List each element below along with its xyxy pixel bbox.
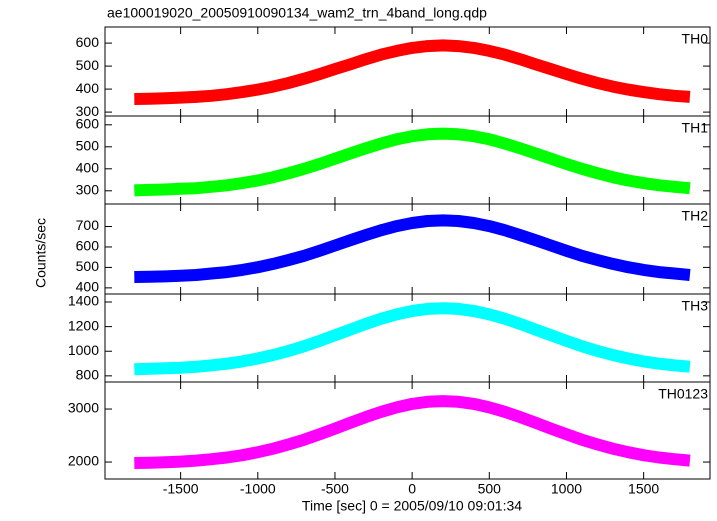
chart-title: ae100019020_20050910090134_wam2_trn_4ban… xyxy=(107,5,487,21)
y-tick-label: 600 xyxy=(76,34,100,50)
y-tick-label: 300 xyxy=(76,103,100,119)
y-tick-label: 3000 xyxy=(68,400,99,416)
x-tick-label: 1000 xyxy=(551,481,582,497)
x-tick-label: -500 xyxy=(321,481,349,497)
y-tick-label: 400 xyxy=(76,80,100,96)
y-tick-label: 600 xyxy=(76,116,100,132)
x-tick-label: -1000 xyxy=(240,481,276,497)
y-tick-label: 2000 xyxy=(68,453,99,469)
panel-frame xyxy=(104,381,711,480)
panel-label: TH1 xyxy=(682,120,709,136)
panel-label: TH0123 xyxy=(658,386,708,402)
x-tick-label: -1500 xyxy=(163,481,199,497)
panel-label: TH2 xyxy=(682,208,709,224)
x-tick-label: 0 xyxy=(408,481,416,497)
y-tick-label: 600 xyxy=(76,238,100,254)
data-line xyxy=(134,39,691,105)
y-tick-label: 500 xyxy=(76,258,100,274)
y-tick-label: 400 xyxy=(76,279,100,295)
x-tick-label: 500 xyxy=(478,481,502,497)
y-tick-label: 1000 xyxy=(68,342,99,358)
y-axis-label: Counts/sec xyxy=(33,218,49,288)
panel-label: TH0 xyxy=(682,31,709,47)
y-tick-label: 500 xyxy=(76,138,100,154)
y-tick-label: 800 xyxy=(76,367,100,383)
y-tick-label: 1400 xyxy=(68,293,99,309)
x-tick-label: 1500 xyxy=(628,481,659,497)
y-tick-label: 300 xyxy=(76,182,100,198)
y-tick-label: 1200 xyxy=(68,317,99,333)
y-tick-label: 500 xyxy=(76,57,100,73)
x-axis-label: Time [sec] 0 = 2005/09/10 09:01:34 xyxy=(302,498,522,514)
y-tick-label: 700 xyxy=(76,217,100,233)
panel-label: TH3 xyxy=(682,298,709,314)
data-line xyxy=(134,127,691,197)
y-tick-label: 400 xyxy=(76,160,100,176)
data-line xyxy=(134,395,691,469)
data-line xyxy=(134,214,691,283)
data-line xyxy=(134,302,691,376)
